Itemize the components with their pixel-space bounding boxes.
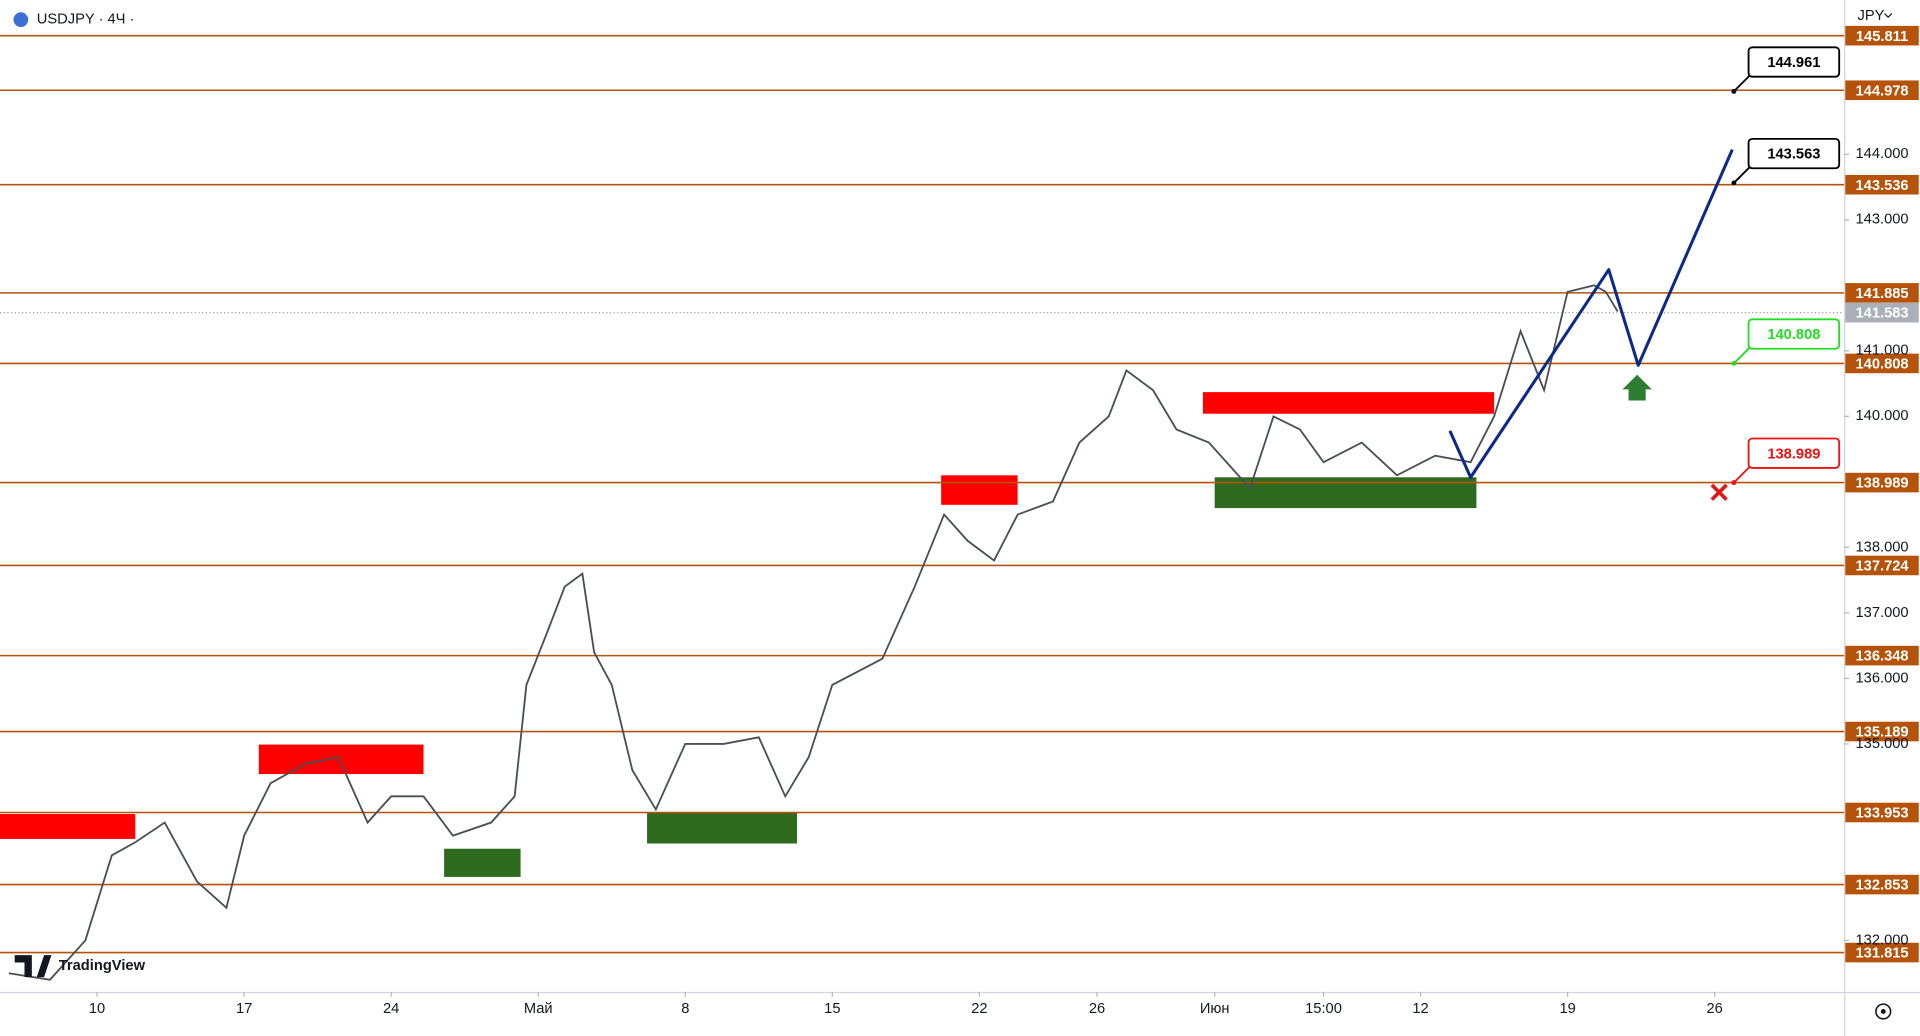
brand-icon	[14, 955, 52, 978]
y-tick-label: 138.000	[1855, 539, 1908, 555]
settings-button[interactable]	[1875, 1003, 1892, 1020]
up-arrow-icon	[1622, 374, 1652, 401]
level-label: 136.348	[1855, 649, 1908, 665]
y-tick-label: 136.000	[1855, 670, 1908, 686]
y-tick-label: 141.000	[1855, 343, 1908, 359]
level-label-box	[1845, 472, 1919, 493]
last-price-label: 141.583	[1855, 306, 1908, 322]
level-label: 132.853	[1855, 878, 1908, 894]
callout-anchor	[1731, 180, 1737, 186]
callout-anchor	[1731, 88, 1737, 94]
brand-name: TradingView	[59, 958, 146, 974]
callout-box	[1747, 46, 1841, 78]
y-tick-label: 132.000	[1855, 932, 1908, 948]
level-label-box	[1845, 942, 1919, 963]
x-tick-label: 19	[1559, 1001, 1575, 1017]
y-tick-label: 135.000	[1855, 736, 1908, 752]
x-tick-label: 22	[971, 1001, 987, 1017]
callout-label: 144.961	[1767, 55, 1820, 71]
level-label: 133.953	[1855, 806, 1908, 822]
level-label-box	[1845, 721, 1919, 742]
x-tick-label: 26	[1707, 1001, 1723, 1017]
x-tick-label: Июн	[1200, 1001, 1230, 1017]
callout-label: 143.563	[1767, 147, 1820, 163]
brand-logo: TradingView	[14, 955, 146, 978]
callout-anchor	[1731, 480, 1737, 486]
level-label-box	[1845, 353, 1919, 374]
currency-label[interactable]: JPY	[1858, 8, 1885, 24]
plot-area	[0, 34, 1845, 981]
level-label: 137.724	[1855, 559, 1909, 575]
level-label-box	[1845, 25, 1919, 46]
callout-box	[1747, 318, 1841, 350]
callout-box	[1747, 137, 1841, 170]
x-tick-label: 10	[89, 1001, 105, 1017]
callout-anchor	[1731, 360, 1737, 366]
level-label-box	[1845, 802, 1919, 823]
x-tick-label: 15	[824, 1001, 840, 1017]
zone	[1202, 392, 1495, 414]
currency-chevron[interactable]	[1884, 13, 1893, 19]
y-tick-label: 140.000	[1855, 408, 1908, 424]
x-tick-label: Май	[524, 1001, 553, 1017]
x-tick-label: 15:00	[1305, 1001, 1342, 1017]
zone	[647, 812, 798, 844]
level-label: 135.189	[1855, 725, 1908, 741]
level-label-box	[1845, 283, 1919, 303]
level-label: 145.811	[1856, 29, 1908, 45]
level-label: 141.885	[1855, 286, 1908, 302]
zone	[258, 744, 424, 775]
y-tick-label: 137.000	[1855, 605, 1908, 621]
forecast-line	[1448, 149, 1734, 479]
settings-dot	[1880, 1009, 1886, 1014]
level-label: 144.978	[1855, 83, 1908, 99]
callout-label: 138.989	[1767, 446, 1820, 462]
y-tick-label: 143.000	[1855, 212, 1908, 228]
level-label-box	[1845, 874, 1919, 895]
level-label: 138.989	[1855, 476, 1908, 492]
x-tick-label: 17	[236, 1001, 252, 1017]
zone	[0, 814, 136, 839]
level-label-box	[1845, 645, 1919, 666]
symbol-title[interactable]: USDJPY · 4Ч ·	[37, 12, 135, 28]
callout-box	[1747, 437, 1841, 469]
y-tick-label: 144.000	[1855, 146, 1908, 162]
level-label: 131.815	[1855, 946, 1908, 962]
x-tick-label: 24	[383, 1001, 399, 1017]
x-tick-label: 12	[1412, 1001, 1428, 1017]
level-label: 140.808	[1855, 357, 1908, 373]
price-line	[8, 284, 1619, 981]
level-label: 143.536	[1855, 178, 1908, 194]
symbol-flag[interactable]	[13, 12, 29, 27]
zone	[941, 475, 1018, 505]
level-label-box	[1845, 80, 1919, 101]
zone	[444, 848, 521, 877]
last-price-box	[1845, 302, 1919, 323]
level-label-box	[1845, 174, 1919, 195]
stop-cross-icon	[1710, 483, 1728, 501]
x-tick-label: 26	[1089, 1001, 1105, 1017]
x-tick-label: 8	[681, 1001, 689, 1017]
callout-label: 140.808	[1767, 327, 1820, 343]
level-label-box	[1845, 555, 1919, 576]
